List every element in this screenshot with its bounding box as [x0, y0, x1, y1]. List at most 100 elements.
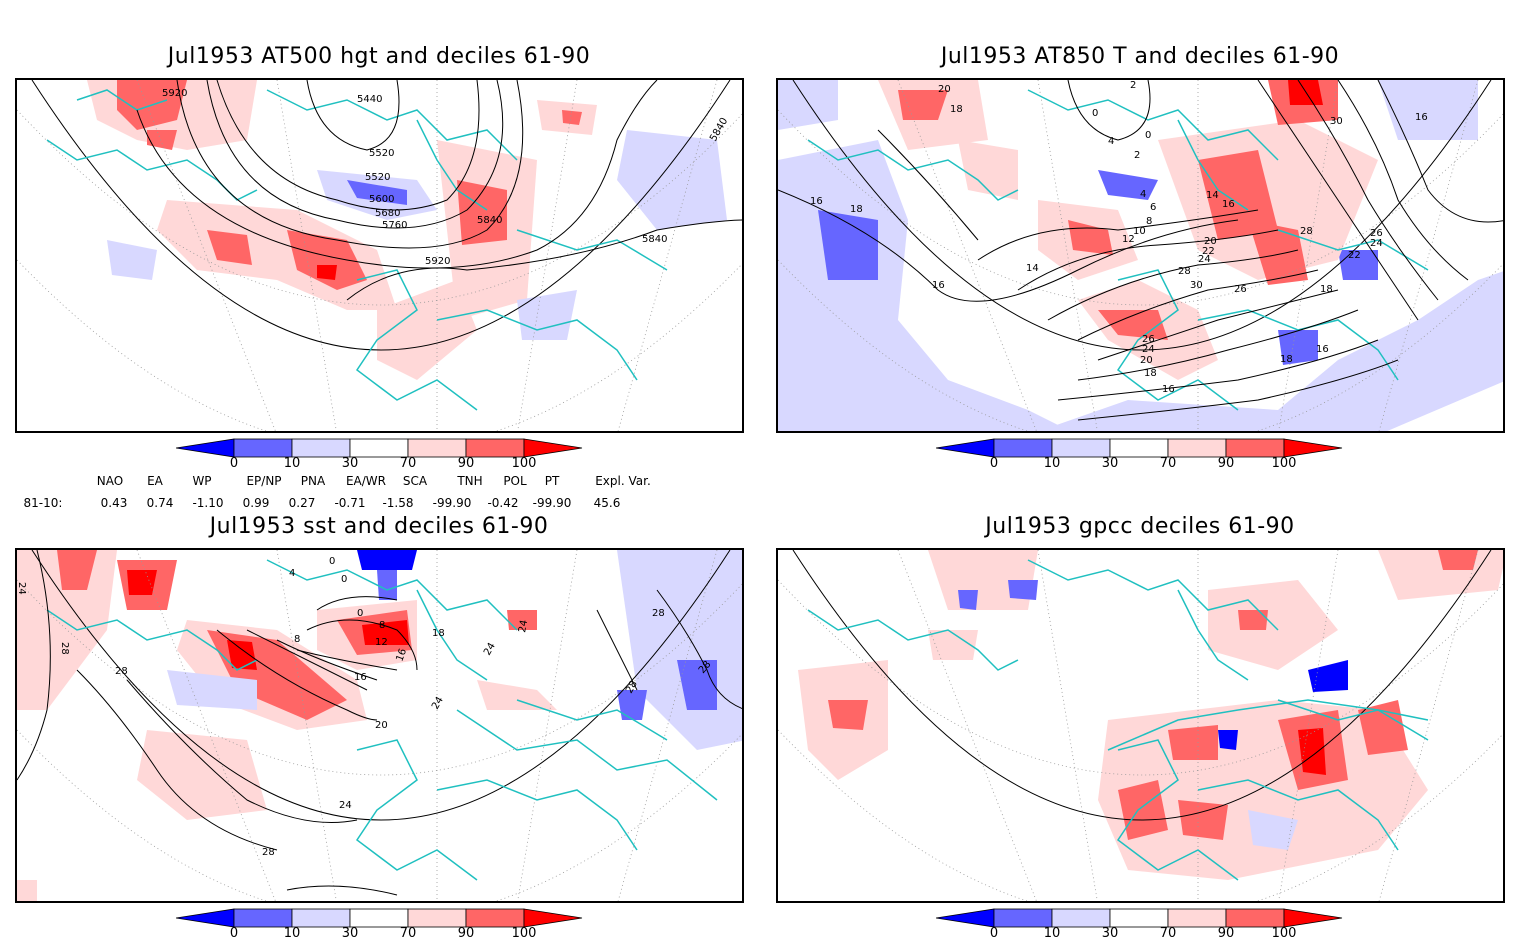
map-svg-sst: 24 28 28 0 4 0 0 8 8 12 16 16 18 20 24 2…	[17, 550, 742, 901]
contour-label: 28	[59, 642, 70, 655]
contour-label: 18	[1144, 368, 1157, 379]
colorbar-segment	[1109, 438, 1169, 458]
map-panel-850t: 20 18 2 0 4 0 2 4 6 8 10 12 14 16 14 16 …	[776, 78, 1505, 433]
index-value: 0.74	[146, 496, 174, 510]
index-header: PT	[544, 474, 560, 488]
contour-label: 16	[1415, 112, 1428, 123]
contour-label: 5760	[382, 220, 407, 231]
graticule	[17, 80, 742, 431]
contour-label: 28	[1300, 226, 1313, 237]
colorbar-tick-label: 30	[341, 456, 359, 471]
contour-label: 5840	[642, 234, 667, 245]
index-value: 45.6	[593, 496, 621, 510]
colorbar-segment	[465, 908, 525, 928]
panel-title-sst: Jul1953 sst and deciles 61-90	[209, 514, 549, 539]
colorbar-segment	[349, 438, 409, 458]
contour-label: 14	[1026, 263, 1039, 274]
contour-label: 20	[375, 720, 388, 731]
contour-label: 5440	[357, 94, 382, 105]
colorbar-segment	[523, 438, 583, 458]
contour-labels: 5920 5440 5520 5520 5600 5680 5760 5840 …	[162, 88, 730, 267]
contour-label: 28	[262, 847, 275, 858]
contour-label: 22	[1202, 246, 1215, 257]
colorbar-segment	[993, 438, 1053, 458]
contour-label: 28	[1178, 266, 1191, 277]
colorbar-segment	[1167, 438, 1227, 458]
contour-label: 5520	[369, 148, 394, 159]
colorbar-tick-label: 100	[1271, 456, 1297, 471]
index-value: 0.27	[288, 496, 316, 510]
colorbar-segment	[1051, 908, 1111, 928]
colorbar-tick-label: 100	[1271, 926, 1297, 941]
contour-label: 24	[1142, 344, 1155, 355]
index-header: TNH	[457, 474, 483, 488]
contour-label: 16	[354, 672, 367, 683]
height-contours	[136, 80, 742, 301]
contour-label: 18	[950, 104, 963, 115]
colorbar-tick-label: 0	[229, 926, 239, 941]
contour-label: 30	[1190, 280, 1203, 291]
map-svg-500hgt: 5920 5440 5520 5520 5600 5680 5760 5840 …	[17, 80, 742, 431]
contour-label: 4	[289, 568, 295, 579]
colorbar-500hgt	[176, 438, 583, 458]
map-panel-sst: 24 28 28 0 4 0 0 8 8 12 16 16 18 20 24 2…	[15, 548, 744, 903]
colorbar-gpcc	[936, 908, 1343, 928]
colorbar-tick-label: 0	[989, 456, 999, 471]
contour-label: 24	[17, 582, 27, 595]
colorbar-segment	[349, 908, 409, 928]
contour-label: 0	[341, 574, 347, 585]
colorbar-tick-label: 10	[1043, 456, 1061, 471]
colorbar-segment	[1225, 908, 1285, 928]
map-panel-500hgt: 5920 5440 5520 5520 5600 5680 5760 5840 …	[15, 78, 744, 433]
colorbar-tick-label: 0	[989, 926, 999, 941]
anomaly-shading	[798, 550, 1503, 880]
index-header: PNA	[300, 474, 326, 488]
contour-label: 8	[1146, 216, 1152, 227]
index-value: -99.90	[432, 496, 472, 510]
colorbar-tick-label: 10	[283, 926, 301, 941]
colorbar-segment	[936, 438, 995, 458]
colorbar-segment	[523, 908, 583, 928]
colorbar-segment	[1283, 908, 1343, 928]
colorbar-tick-label: 90	[1217, 456, 1235, 471]
contour-label: 30	[1330, 116, 1343, 127]
index-value: -0.71	[334, 496, 366, 510]
colorbar-segment	[1051, 438, 1111, 458]
index-header: WP	[192, 474, 212, 488]
graticule	[778, 550, 1503, 901]
colorbar-tick-label: 0	[229, 456, 239, 471]
contour-label: 24	[1370, 238, 1383, 249]
colorbar-segment	[291, 908, 351, 928]
colorbar-tick-label: 70	[399, 456, 417, 471]
temperature-contours	[778, 80, 1503, 421]
contour-label: 0	[329, 556, 335, 567]
colorbar-tick-label: 70	[399, 926, 417, 941]
contour-label: 16	[394, 647, 409, 663]
indices-value-row: 81-10: 0.43 0.74 -1.10 0.99 0.27 -0.71 -…	[0, 496, 760, 512]
contour-label: 24	[339, 800, 352, 811]
colorbar-tick-label: 30	[341, 926, 359, 941]
contour-label: 20	[1140, 355, 1153, 366]
index-value: 0.43	[100, 496, 128, 510]
colorbar-tick-label: 90	[1217, 926, 1235, 941]
contour-label: 4	[1140, 189, 1146, 200]
contour-label: 10	[1133, 226, 1146, 237]
anomaly-shading	[778, 80, 1503, 431]
contour-label: 18	[1280, 354, 1293, 365]
colorbar-tick-label: 100	[511, 456, 537, 471]
colorbar-segment	[936, 908, 995, 928]
colorbar-tick-label: 100	[511, 926, 537, 941]
colorbar-segment	[1283, 438, 1343, 458]
panel-title-gpcc: Jul1953 gpcc deciles 61-90	[985, 514, 1295, 539]
colorbar-segment	[176, 438, 235, 458]
colorbar-segment	[1225, 438, 1285, 458]
contour-label: 0	[1145, 130, 1151, 141]
colorbar-segment	[291, 438, 351, 458]
contour-label: 26	[1370, 228, 1383, 239]
index-header: Expl. Var.	[595, 474, 651, 488]
index-value: 0.99	[242, 496, 270, 510]
colorbar-tick-label: 90	[457, 456, 475, 471]
contour-label: 28	[652, 608, 665, 619]
contour-label: 18	[432, 628, 445, 639]
contour-label: 24	[482, 641, 498, 658]
